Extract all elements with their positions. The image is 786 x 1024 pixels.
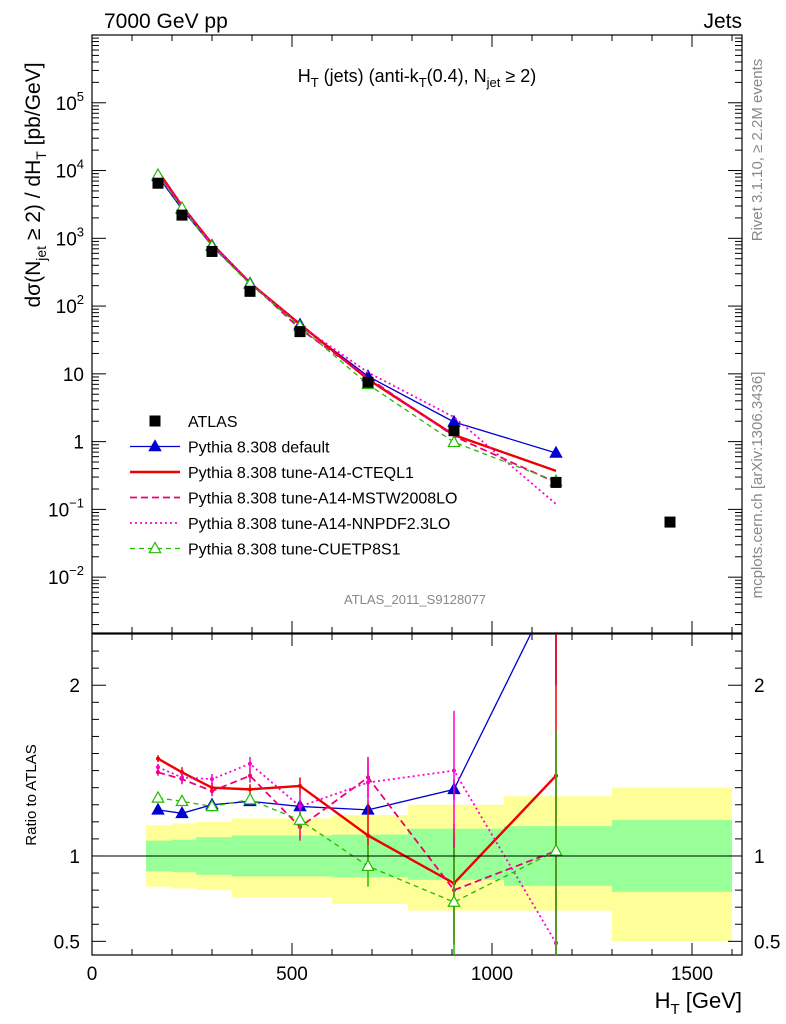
series-line-2 — [157, 171, 557, 484]
y-tick-label: 103 — [56, 224, 84, 250]
ratio-marker — [210, 789, 214, 794]
y-tick-label: 10−1 — [48, 495, 84, 521]
y-tick-label: 102 — [56, 292, 84, 318]
top-series — [151, 167, 676, 528]
series-marker — [447, 434, 461, 448]
legend-label-0: Pythia 8.308 default — [188, 440, 330, 457]
data-point — [448, 425, 460, 437]
ratio-marker — [293, 812, 307, 825]
ratio-line-1 — [157, 757, 557, 885]
ratio-frame — [91, 633, 743, 956]
ratio-series — [151, 577, 563, 955]
process-label: Jets — [703, 10, 742, 33]
ratio-marker — [180, 775, 184, 780]
data-point — [152, 177, 164, 189]
legend-label-2: Pythia 8.308 tune-A14-MSTW2008LO — [188, 491, 457, 508]
series-line-3 — [157, 172, 557, 505]
y-tick-label: 105 — [56, 89, 84, 115]
mcplots-credit-label: mcplots.cern.ch [arXiv:1306.3436] — [749, 372, 766, 599]
data-point — [362, 376, 374, 388]
ratio-marker — [175, 806, 189, 819]
uncertainty-bands — [146, 787, 732, 942]
ratio-marker — [205, 799, 219, 812]
plot-title: HT (jets) (anti-kT(0.4), Njet ≥ 2) — [298, 66, 537, 90]
legend-label-4: Pythia 8.308 tune-CUETP8S1 — [188, 542, 401, 559]
ratio-line-2 — [157, 771, 557, 892]
legend-marker — [148, 541, 162, 554]
data-point — [206, 245, 218, 257]
ratio-tick-label-right: 0.5 — [754, 932, 780, 953]
ratio-tick-label-left: 1 — [69, 847, 80, 868]
ratio-axis-label: Ratio to ATLAS — [23, 744, 40, 845]
ratio-marker — [151, 790, 165, 803]
x-tick-label: 0 — [87, 964, 98, 985]
y-tick-label: 104 — [56, 157, 84, 183]
ratio-marker — [447, 894, 461, 907]
x-tick-label: 1500 — [671, 964, 713, 985]
legend-marker-data — [149, 415, 161, 427]
ratio-marker — [361, 858, 375, 872]
ratio-tick-label-left: 0.5 — [54, 932, 80, 953]
ratio-marker — [156, 770, 160, 775]
ratio-marker — [298, 783, 302, 788]
ratio-marker — [210, 777, 214, 782]
rivet-version-label: Rivet 3.1.10, ≥ 2.2M events — [749, 59, 766, 242]
ratio-marker — [156, 756, 160, 761]
ratio-marker — [366, 833, 370, 838]
data-point — [244, 285, 256, 297]
ratio-marker — [452, 768, 456, 773]
ratio-marker — [151, 802, 165, 815]
ratio-line-3 — [157, 762, 557, 944]
ratio-marker — [366, 780, 370, 785]
data-point — [176, 209, 188, 221]
band-green-6 — [408, 828, 504, 880]
series-marker — [549, 445, 563, 458]
ratio-line-0 — [157, 634, 532, 814]
ratio-marker — [248, 773, 252, 778]
y-tick-label: 1 — [73, 433, 84, 454]
x-tick-label: 500 — [276, 964, 308, 985]
ratio-tick-label-right: 1 — [754, 847, 765, 868]
ratio-marker — [298, 804, 302, 809]
y-tick-label: 10−2 — [48, 563, 84, 589]
axes: 0 500 1000 1500 10−2 10−1 1 10 102 103 104 105 0.5 0.… — [48, 35, 780, 985]
legend-label-3: Pythia 8.308 tune-A14-NNPDF2.3LO — [188, 516, 450, 533]
legend: ATLAS Pythia 8.308 default Pythia 8.308 tu… — [130, 414, 457, 559]
legend-label-data: ATLAS — [188, 414, 238, 431]
top-frame — [91, 34, 743, 634]
legend-label-1: Pythia 8.308 tune-A14-CTEQL1 — [188, 465, 414, 482]
y-tick-label: 10 — [63, 365, 84, 386]
x-tick-label: 1000 — [471, 964, 513, 985]
data-point — [294, 326, 306, 338]
ratio-tick-label-left: 2 — [69, 676, 80, 697]
energy-label: 7000 GeV pp — [104, 10, 228, 33]
ratio-marker — [156, 765, 160, 770]
series-marker — [447, 414, 461, 427]
series-marker — [151, 167, 165, 180]
ratio-line-4 — [157, 797, 557, 903]
y-axis-label: dσ(Njet ≥ 2) / dHT [pb/GeV] — [22, 62, 49, 307]
ratio-marker — [243, 792, 257, 805]
analysis-label: ATLAS_2011_S9128077 — [344, 592, 486, 607]
legend-marker — [148, 439, 162, 452]
data-point — [664, 516, 676, 528]
ratio-marker — [550, 577, 561, 587]
ratio-marker — [175, 794, 189, 807]
ratio-marker — [248, 787, 252, 792]
ratio-marker — [549, 843, 563, 856]
series-line-0 — [157, 175, 557, 454]
data-point — [550, 476, 562, 488]
x-axis-label: HT [GeV] — [655, 988, 742, 1018]
ratio-marker — [248, 761, 252, 766]
ratio-tick-label-right: 2 — [754, 676, 765, 697]
